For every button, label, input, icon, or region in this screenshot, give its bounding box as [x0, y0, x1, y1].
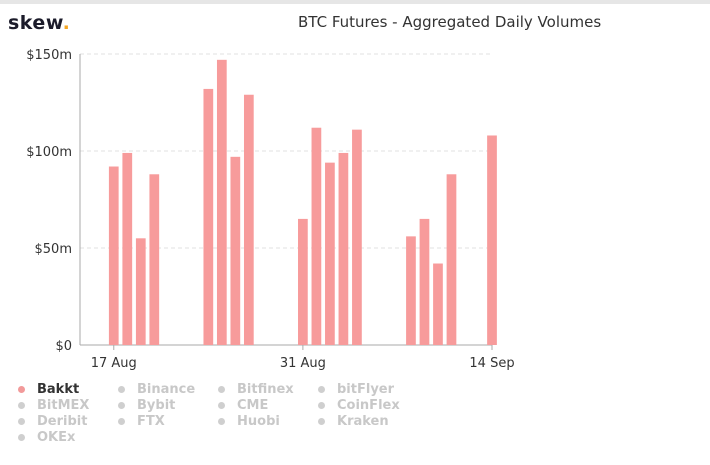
legend-label: CoinFlex — [337, 397, 400, 413]
bar — [149, 174, 160, 345]
legend-item-okex[interactable]: OKEx — [14, 429, 114, 445]
legend-item-bybit[interactable]: Bybit — [114, 397, 214, 413]
bar — [433, 263, 443, 345]
legend-dot-icon — [218, 401, 225, 409]
legend-item-ftx[interactable]: FTX — [114, 413, 214, 429]
y-tick-label: $150m — [26, 48, 72, 63]
bar — [338, 152, 349, 345]
legend-item-huobi[interactable]: Huobi — [214, 413, 314, 429]
legend-label: FTX — [137, 413, 165, 429]
legend-label: Bybit — [137, 397, 176, 413]
legend-label: Binance — [137, 381, 196, 397]
legend-dot-icon — [18, 401, 25, 409]
bar — [135, 238, 146, 345]
legend-dot-icon — [18, 417, 25, 425]
x-tick-label: 31 Aug — [280, 356, 326, 371]
top-divider — [0, 0, 710, 4]
legend: Bakkt Binance Bitfinex bitFlyer BitMEX Bybit C… — [14, 381, 434, 445]
legend-dot-icon — [118, 417, 125, 425]
legend-item-cme[interactable]: CME — [214, 397, 314, 413]
legend-item-bitflyer[interactable]: bitFlyer — [314, 381, 424, 397]
legend-label: BitMEX — [37, 397, 90, 413]
legend-item-binance[interactable]: Binance — [114, 381, 214, 397]
chart-area: $0 $50m $100m $150m 17 Aug 31 Aug 14 Sep — [26, 48, 514, 371]
bar — [122, 152, 133, 345]
logo-text: skew — [8, 12, 63, 34]
legend-item-bakkt[interactable]: Bakkt — [14, 381, 114, 397]
y-tick-label: $50m — [35, 242, 72, 257]
legend-label: Deribit — [37, 413, 88, 429]
bar — [298, 218, 308, 345]
bar — [108, 166, 119, 345]
bar — [487, 135, 497, 345]
bar — [203, 88, 214, 346]
y-tick-label: $100m — [26, 145, 72, 160]
legend-dot-icon — [18, 385, 25, 393]
y-tick-label: $0 — [55, 339, 72, 354]
legend-dot-icon — [218, 417, 225, 425]
bar — [230, 156, 241, 345]
legend-label: Bakkt — [37, 381, 80, 397]
x-tick-label: 17 Aug — [91, 356, 137, 371]
legend-dot-icon — [318, 417, 325, 425]
legend-dot-icon — [118, 385, 125, 393]
bar — [406, 236, 416, 345]
legend-dot-icon — [118, 401, 125, 409]
chart-title: BTC Futures - Aggregated Daily Volumes — [298, 13, 602, 31]
logo-dot: . — [62, 12, 71, 34]
legend-dot-icon — [318, 385, 325, 393]
legend-dot-icon — [218, 385, 225, 393]
bar — [325, 162, 335, 345]
bar — [352, 129, 362, 345]
skew-logo[interactable]: skew. — [8, 12, 70, 34]
legend-label: OKEx — [37, 429, 76, 445]
legend-item-deribit[interactable]: Deribit — [14, 413, 114, 429]
legend-dot-icon — [318, 401, 325, 409]
bar — [311, 127, 322, 345]
legend-item-coinflex[interactable]: CoinFlex — [314, 397, 424, 413]
legend-label: Bitfinex — [237, 381, 294, 397]
bar — [243, 94, 254, 345]
legend-dot-icon — [18, 433, 25, 441]
legend-item-bitfinex[interactable]: Bitfinex — [214, 381, 314, 397]
bar — [419, 218, 430, 345]
legend-label: Huobi — [237, 413, 280, 429]
legend-label: Kraken — [337, 413, 389, 429]
bar — [446, 174, 457, 345]
legend-item-bitmex[interactable]: BitMEX — [14, 397, 114, 413]
legend-label: bitFlyer — [337, 381, 395, 397]
legend-label: CME — [237, 397, 269, 413]
x-tick-label: 14 Sep — [469, 356, 514, 371]
legend-item-kraken[interactable]: Kraken — [314, 413, 424, 429]
bar — [216, 59, 227, 345]
